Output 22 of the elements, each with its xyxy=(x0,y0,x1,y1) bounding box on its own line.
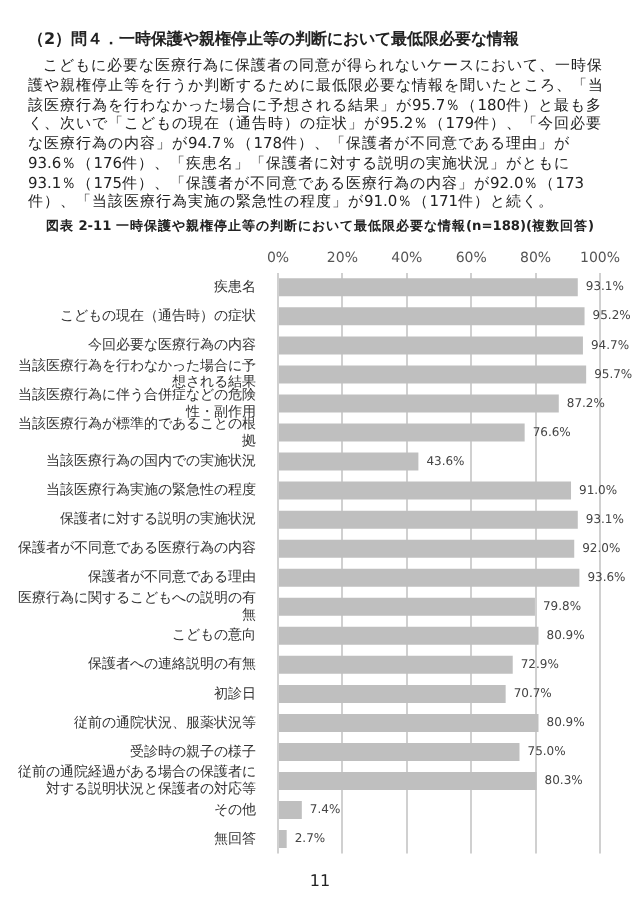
bar xyxy=(279,423,525,442)
bar xyxy=(279,481,572,500)
bar xyxy=(279,742,520,761)
bar xyxy=(279,394,559,413)
bar xyxy=(279,452,419,471)
bar xyxy=(279,655,513,674)
bar xyxy=(279,830,287,849)
bar xyxy=(279,336,583,355)
bar xyxy=(279,597,535,616)
bar xyxy=(279,365,587,384)
text: 11 xyxy=(307,872,333,890)
bar xyxy=(279,568,580,587)
bar xyxy=(279,307,585,326)
text: （2）問４．一時保護や親権停止等の判断において最低限必要な情報 xyxy=(28,28,520,50)
bar xyxy=(279,278,578,297)
bar xyxy=(279,626,539,645)
bar xyxy=(279,684,506,703)
bar xyxy=(279,772,537,790)
bar xyxy=(279,801,302,820)
bar xyxy=(279,713,539,732)
bar xyxy=(279,510,578,529)
bar xyxy=(279,539,575,558)
